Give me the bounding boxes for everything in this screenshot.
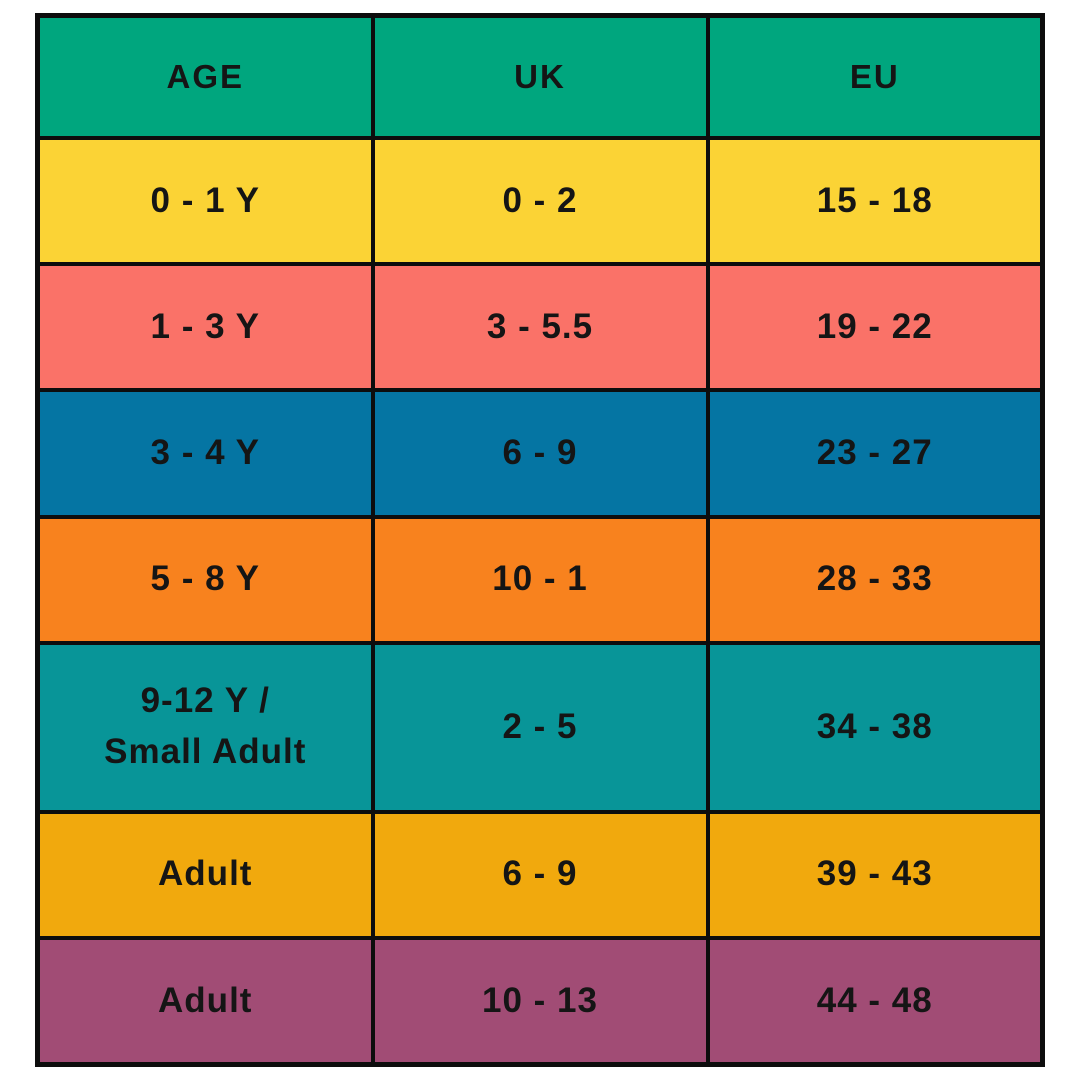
table-row: Adult 6 - 9 39 - 43 xyxy=(35,809,1045,940)
table-header: AGE UK EU xyxy=(35,13,1045,140)
table-row: 1 - 3 Y 3 - 5.5 19 - 22 xyxy=(35,262,1045,393)
cell-age: 9-12 Y / Small Adult xyxy=(35,640,375,814)
cell-eu: 19 - 22 xyxy=(705,262,1045,393)
cell-age: Adult xyxy=(35,809,375,940)
table-row: 5 - 8 Y 10 - 1 28 - 33 xyxy=(35,514,1045,645)
cell-uk: 3 - 5.5 xyxy=(370,262,710,393)
cell-age: 0 - 1 Y xyxy=(35,135,375,267)
table-row: Adult 10 - 13 44 - 48 xyxy=(35,935,1045,1067)
table-row: 0 - 1 Y 0 - 2 15 - 18 xyxy=(35,135,1045,267)
cell-uk: 10 - 1 xyxy=(370,514,710,645)
cell-uk: 0 - 2 xyxy=(370,135,710,267)
cell-uk: 10 - 13 xyxy=(370,935,710,1067)
table-row: 9-12 Y / Small Adult 2 - 5 34 - 38 xyxy=(35,640,1045,814)
size-conversion-table: AGE UK EU 0 - 1 Y 0 - 2 15 - 18 1 - 3 Y … xyxy=(35,13,1045,1067)
cell-age: 5 - 8 Y xyxy=(35,514,375,645)
cell-age: 1 - 3 Y xyxy=(35,262,375,393)
column-header-uk: UK xyxy=(370,13,710,140)
column-header-age: AGE xyxy=(35,13,375,140)
cell-eu: 28 - 33 xyxy=(705,514,1045,645)
column-header-eu: EU xyxy=(705,13,1045,140)
cell-eu: 39 - 43 xyxy=(705,809,1045,940)
cell-uk: 6 - 9 xyxy=(370,388,710,519)
table-body: 0 - 1 Y 0 - 2 15 - 18 1 - 3 Y 3 - 5.5 19… xyxy=(35,135,1045,1067)
cell-eu: 15 - 18 xyxy=(705,135,1045,267)
cell-uk: 6 - 9 xyxy=(370,809,710,940)
cell-age: Adult xyxy=(35,935,375,1067)
header-row: AGE UK EU xyxy=(35,13,1045,140)
cell-eu: 34 - 38 xyxy=(705,640,1045,814)
cell-age: 3 - 4 Y xyxy=(35,388,375,519)
table-row: 3 - 4 Y 6 - 9 23 - 27 xyxy=(35,388,1045,519)
cell-eu: 44 - 48 xyxy=(705,935,1045,1067)
cell-uk: 2 - 5 xyxy=(370,640,710,814)
cell-eu: 23 - 27 xyxy=(705,388,1045,519)
